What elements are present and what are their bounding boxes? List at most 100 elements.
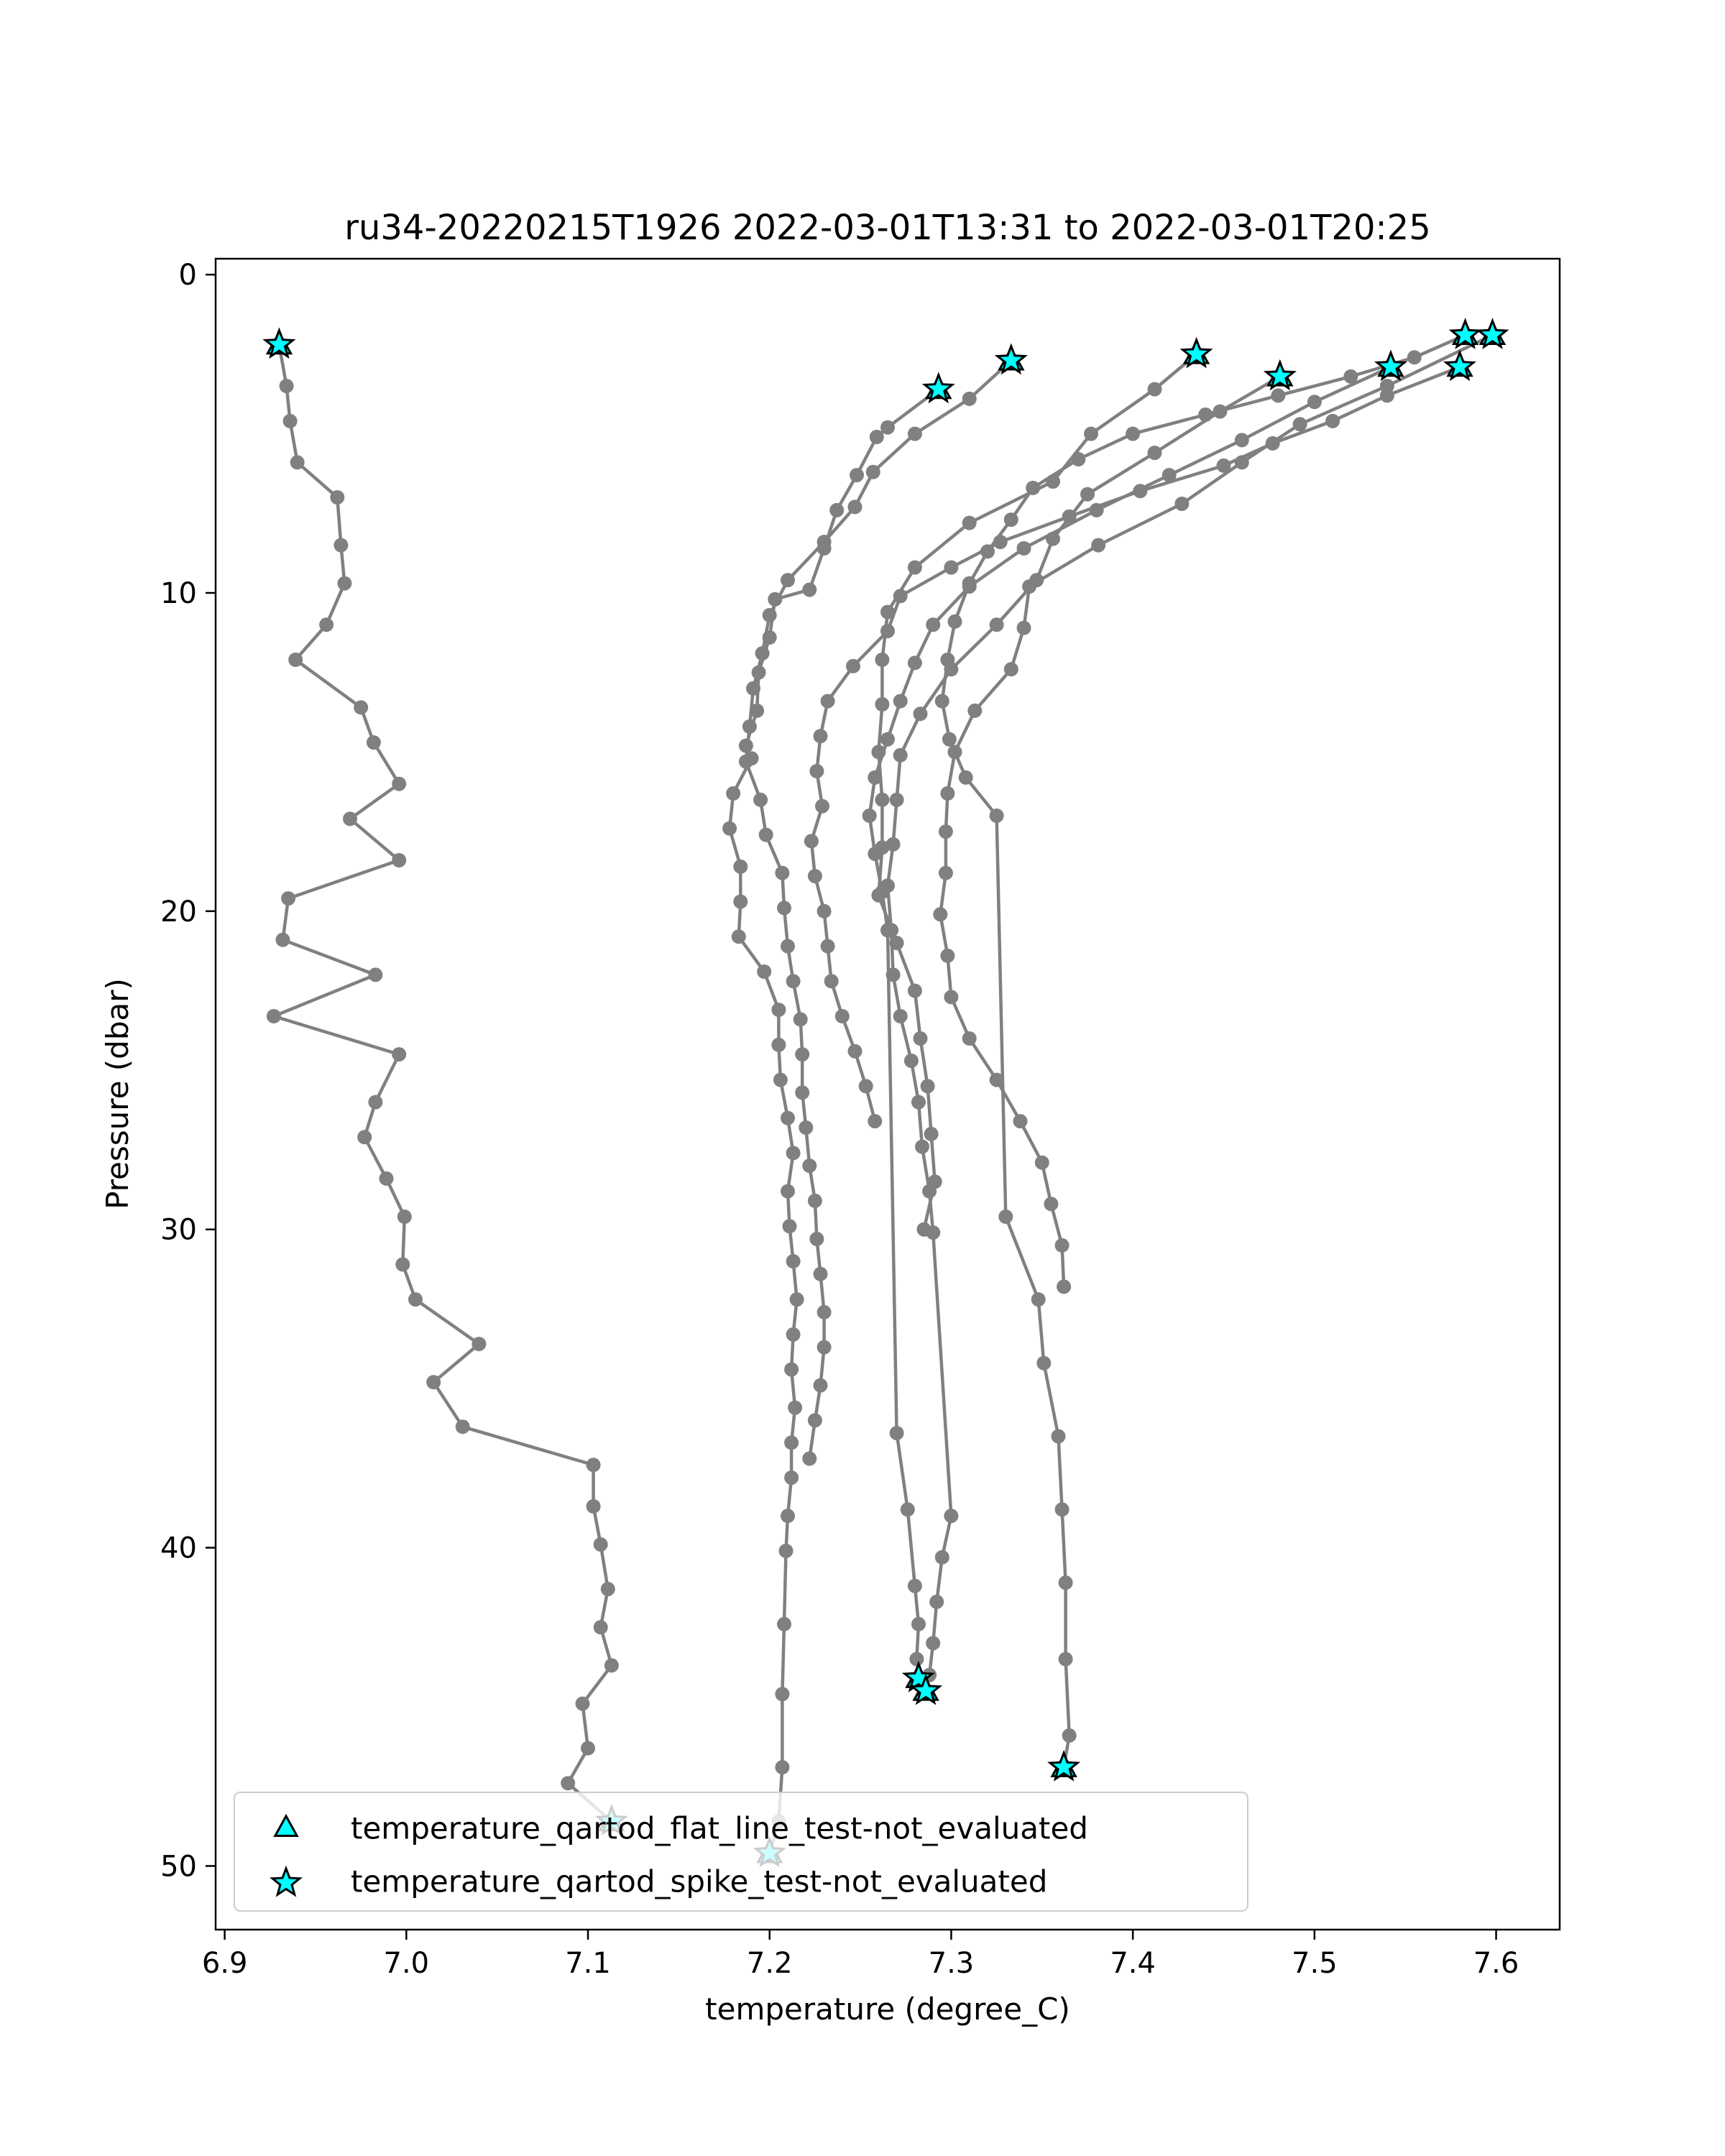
data-point <box>1003 512 1018 528</box>
data-point <box>266 1009 281 1023</box>
data-point <box>909 1651 924 1667</box>
spike-marker <box>262 327 296 359</box>
data-point <box>911 1095 926 1110</box>
data-point <box>778 1544 794 1558</box>
data-point <box>1307 395 1322 410</box>
data-point <box>926 1225 941 1240</box>
legend-label-spike: temperature_qartod_spike_test-not_evalua… <box>351 1864 1047 1899</box>
plot-area <box>214 257 1561 1931</box>
data-point <box>926 1636 941 1651</box>
data-point <box>472 1337 487 1352</box>
data-point <box>784 1470 799 1485</box>
data-point <box>962 515 977 530</box>
data-point <box>1034 1155 1049 1170</box>
data-point <box>989 1072 1004 1087</box>
data-point <box>775 1760 790 1775</box>
legend-triangle-icon <box>273 1813 299 1837</box>
data-point <box>807 1413 822 1428</box>
data-point <box>829 502 845 517</box>
data-point <box>777 1616 791 1631</box>
data-point <box>824 974 839 989</box>
data-point <box>330 490 345 505</box>
data-point <box>924 1126 939 1141</box>
data-point <box>1126 426 1141 441</box>
data-point <box>940 786 955 801</box>
data-point <box>1026 480 1041 495</box>
data-point <box>807 869 822 884</box>
data-point <box>868 1114 883 1129</box>
data-point <box>781 1508 795 1524</box>
data-point <box>784 1435 799 1450</box>
data-point <box>1022 579 1037 594</box>
spike-marker <box>1263 359 1297 391</box>
spike-marker <box>994 343 1028 375</box>
data-point <box>795 1047 810 1062</box>
data-point <box>1054 1238 1070 1253</box>
data-point <box>920 1079 935 1094</box>
data-point <box>773 1072 788 1087</box>
data-point <box>809 764 824 778</box>
data-point <box>807 1193 822 1208</box>
data-point <box>1325 413 1340 428</box>
data-point <box>408 1292 423 1307</box>
data-point <box>1271 388 1286 403</box>
data-point <box>1147 446 1162 461</box>
data-point <box>940 948 955 963</box>
data-point <box>847 499 862 515</box>
data-point <box>967 703 983 718</box>
data-point <box>581 1741 595 1756</box>
data-point <box>816 1340 832 1355</box>
data-point <box>426 1375 441 1390</box>
data-point <box>893 694 908 709</box>
data-point <box>746 681 760 696</box>
y-axis-label: Pressure (dbar) <box>100 978 135 1210</box>
spike-marker <box>1047 1749 1081 1782</box>
y-tick-label: 30 <box>160 1214 197 1247</box>
data-point <box>962 1031 977 1046</box>
data-point <box>392 776 407 791</box>
data-point <box>962 579 977 594</box>
data-point <box>733 859 748 874</box>
data-point <box>275 932 290 947</box>
data-point <box>947 614 962 629</box>
data-point <box>816 1304 832 1319</box>
data-point <box>586 1457 601 1473</box>
data-point <box>1162 468 1177 483</box>
data-point <box>846 658 860 673</box>
legend: temperature_qartod_flat_line_test-not_ev… <box>234 1792 1248 1912</box>
spike-marker <box>921 372 955 404</box>
spike-marker <box>1448 318 1482 349</box>
data-point <box>762 608 777 622</box>
data-point <box>934 1549 949 1565</box>
data-point <box>1016 541 1031 556</box>
data-point <box>815 798 829 814</box>
data-point <box>929 1594 944 1609</box>
data-point <box>802 1158 817 1174</box>
data-point <box>733 894 748 909</box>
data-point <box>922 1184 937 1199</box>
data-point <box>875 697 890 711</box>
data-point <box>989 617 1004 632</box>
data-point <box>368 967 383 982</box>
data-point <box>907 655 922 671</box>
data-point <box>722 821 737 836</box>
data-point <box>944 560 959 575</box>
x-tick-label: 7.1 <box>565 1947 611 1980</box>
data-point <box>933 907 948 922</box>
data-point <box>786 1254 801 1268</box>
data-point <box>1044 1197 1059 1212</box>
data-point <box>788 1400 803 1415</box>
data-point <box>813 729 828 744</box>
data-point <box>319 617 334 632</box>
data-point <box>847 1044 862 1059</box>
data-point <box>775 1687 790 1702</box>
data-point <box>1003 662 1018 677</box>
x-tick-label: 6.9 <box>202 1947 248 1980</box>
spike-marker <box>1179 336 1213 369</box>
x-tick-label: 7.0 <box>384 1947 430 1980</box>
y-tick-label: 20 <box>160 895 197 929</box>
data-point <box>795 1085 810 1100</box>
data-point <box>998 1210 1013 1224</box>
data-point <box>288 653 303 667</box>
data-point <box>875 653 890 667</box>
